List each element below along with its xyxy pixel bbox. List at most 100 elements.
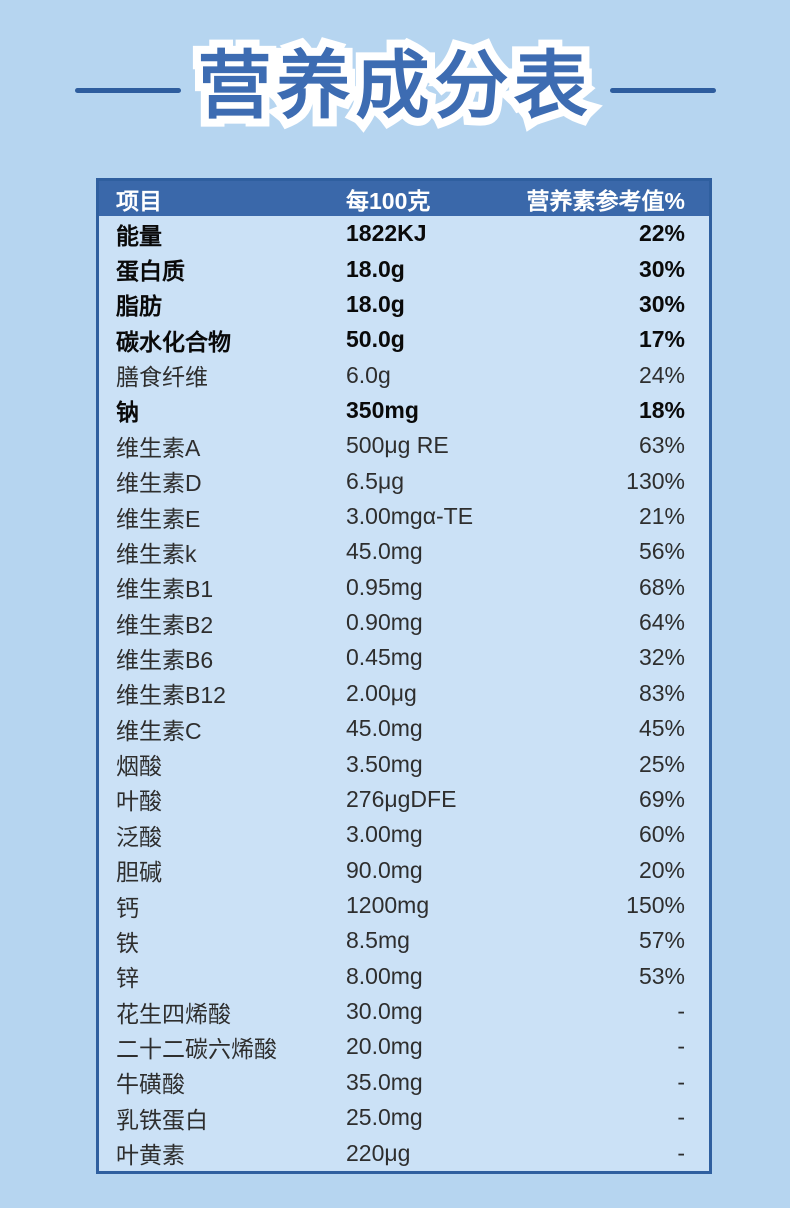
cell-item: 维生素B2	[116, 611, 214, 638]
cell-nrv: -	[677, 1104, 685, 1131]
cell-nrv: 45%	[638, 715, 685, 742]
table-row: 碳水化合物 50.0g 17%	[99, 322, 709, 357]
cell-item: 能量	[116, 222, 162, 249]
cell-item: 钠	[116, 399, 139, 426]
cell-per100g: 50.0g	[346, 326, 405, 353]
cell-per100g: 18.0g	[346, 255, 405, 282]
cell-nrv: 24%	[638, 361, 685, 388]
table-row: 牛磺酸 35.0mg -	[99, 1065, 709, 1100]
table-row: 能量 1822KJ 22%	[99, 216, 709, 251]
cell-nrv: 53%	[638, 962, 685, 989]
table-row: 维生素B6 0.45mg 32%	[99, 640, 709, 675]
table-row: 锌 8.00mg 53%	[99, 959, 709, 994]
header-per100g-column: 每100克	[346, 187, 431, 214]
cell-item: 维生素E	[116, 505, 201, 532]
cell-nrv: 60%	[638, 821, 685, 848]
cell-per100g: 90.0mg	[346, 856, 423, 883]
cell-per100g: 18.0g	[346, 290, 405, 317]
cell-item: 二十二碳六烯酸	[116, 1035, 277, 1062]
cell-nrv: 69%	[638, 785, 685, 812]
cell-per100g: 45.0mg	[346, 538, 423, 565]
cell-item: 维生素B6	[116, 646, 214, 673]
cell-nrv: 30%	[638, 255, 685, 282]
table-row: 钙 1200mg 150%	[99, 888, 709, 923]
cell-nrv: 68%	[638, 573, 685, 600]
title-divider-left	[74, 87, 181, 93]
cell-per100g: 6.5μg	[346, 467, 405, 494]
table-row: 蛋白质 18.0g 30%	[99, 251, 709, 286]
cell-per100g: 35.0mg	[346, 1068, 423, 1095]
cell-nrv: 21%	[638, 503, 685, 530]
cell-nrv: -	[677, 1139, 685, 1166]
cell-per100g: 0.95mg	[346, 573, 423, 600]
page-title-text: 营养成分表	[197, 44, 593, 127]
table-row: 维生素D 6.5μg 130%	[99, 464, 709, 499]
cell-item: 维生素D	[116, 470, 202, 497]
cell-nrv: 150%	[626, 892, 685, 918]
table-row: 烟酸 3.50mg 25%	[99, 746, 709, 781]
title-divider-right	[609, 87, 716, 93]
cell-item: 叶黄素	[116, 1142, 185, 1169]
cell-nrv: -	[677, 998, 685, 1025]
cell-per100g: 0.90mg	[346, 609, 423, 636]
cell-per100g: 45.0mg	[346, 715, 423, 742]
cell-item: 维生素B1	[116, 576, 214, 603]
page-title: 营养成分表 营养成分表	[190, 41, 596, 131]
cell-item: 乳铁蛋白	[116, 1106, 208, 1133]
cell-item: 钙	[116, 894, 139, 921]
cell-nrv: 20%	[638, 856, 685, 883]
cell-per100g: 3.50mg	[346, 750, 423, 777]
cell-nrv: 56%	[638, 538, 685, 565]
cell-nrv: -	[677, 1033, 685, 1060]
cell-item: 锌	[116, 965, 139, 992]
cell-item: 泛酸	[116, 823, 162, 850]
cell-per100g: 500μg RE	[346, 432, 449, 459]
cell-item: 烟酸	[116, 753, 162, 780]
cell-per100g: 3.00mgα-TE	[346, 503, 474, 530]
cell-per100g: 350mg	[346, 396, 419, 423]
table-body: 能量 1822KJ 22% 蛋白质 18.0g 30% 脂肪 18.0g 30% 碳水化合物 50.…	[99, 216, 709, 1171]
table-row: 泛酸 3.00mg 60%	[99, 817, 709, 852]
table-row: 维生素B12 2.00μg 83%	[99, 676, 709, 711]
cell-per100g: 1822KJ	[346, 220, 427, 247]
cell-per100g: 0.45mg	[346, 644, 423, 671]
header-nrv-column: 营养素参考值%	[526, 187, 685, 214]
table-row: 维生素C 45.0mg 45%	[99, 711, 709, 746]
cell-per100g: 8.5mg	[346, 927, 410, 954]
cell-item: 维生素A	[116, 434, 201, 461]
cell-per100g: 8.00mg	[346, 962, 423, 989]
cell-nrv: 57%	[638, 927, 685, 954]
table-row: 脂肪 18.0g 30%	[99, 287, 709, 322]
cell-nrv: 64%	[638, 609, 685, 636]
cell-per100g: 20.0mg	[346, 1033, 423, 1060]
cell-item: 维生素B12	[116, 682, 226, 709]
table-row: 胆碱 90.0mg 20%	[99, 852, 709, 887]
cell-per100g: 2.00μg	[346, 679, 417, 706]
cell-item: 膳食纤维	[116, 364, 208, 391]
cell-item: 脂肪	[116, 293, 162, 320]
table-row: 叶酸 276μgDFE 69%	[99, 782, 709, 817]
cell-item: 维生素C	[116, 717, 202, 744]
cell-item: 维生素k	[116, 540, 197, 567]
cell-per100g: 25.0mg	[346, 1104, 423, 1131]
cell-nrv: 30%	[638, 290, 685, 317]
title-section: 营养成分表 营养成分表	[0, 34, 790, 138]
cell-nrv: 22%	[638, 220, 685, 247]
cell-per100g: 1200mg	[346, 892, 430, 918]
table-row: 二十二碳六烯酸 20.0mg -	[99, 1029, 709, 1064]
cell-nrv: 25%	[638, 750, 685, 777]
table-row: 维生素E 3.00mgα-TE 21%	[99, 499, 709, 534]
table-row: 乳铁蛋白 25.0mg -	[99, 1100, 709, 1135]
cell-per100g: 220μg	[346, 1139, 411, 1166]
cell-per100g: 3.00mg	[346, 821, 423, 848]
table-header-row: 项目 每100克 营养素参考值%	[99, 181, 709, 216]
cell-per100g: 276μgDFE	[346, 785, 457, 812]
table-row: 钠 350mg 18%	[99, 393, 709, 428]
cell-nrv: -	[677, 1068, 685, 1095]
cell-nrv: 18%	[638, 396, 685, 423]
cell-item: 碳水化合物	[116, 328, 231, 355]
table-row: 维生素B2 0.90mg 64%	[99, 605, 709, 640]
page-title-outline: 营养成分表	[190, 41, 596, 131]
cell-nrv: 63%	[638, 432, 685, 459]
table-row: 花生四烯酸 30.0mg -	[99, 994, 709, 1029]
